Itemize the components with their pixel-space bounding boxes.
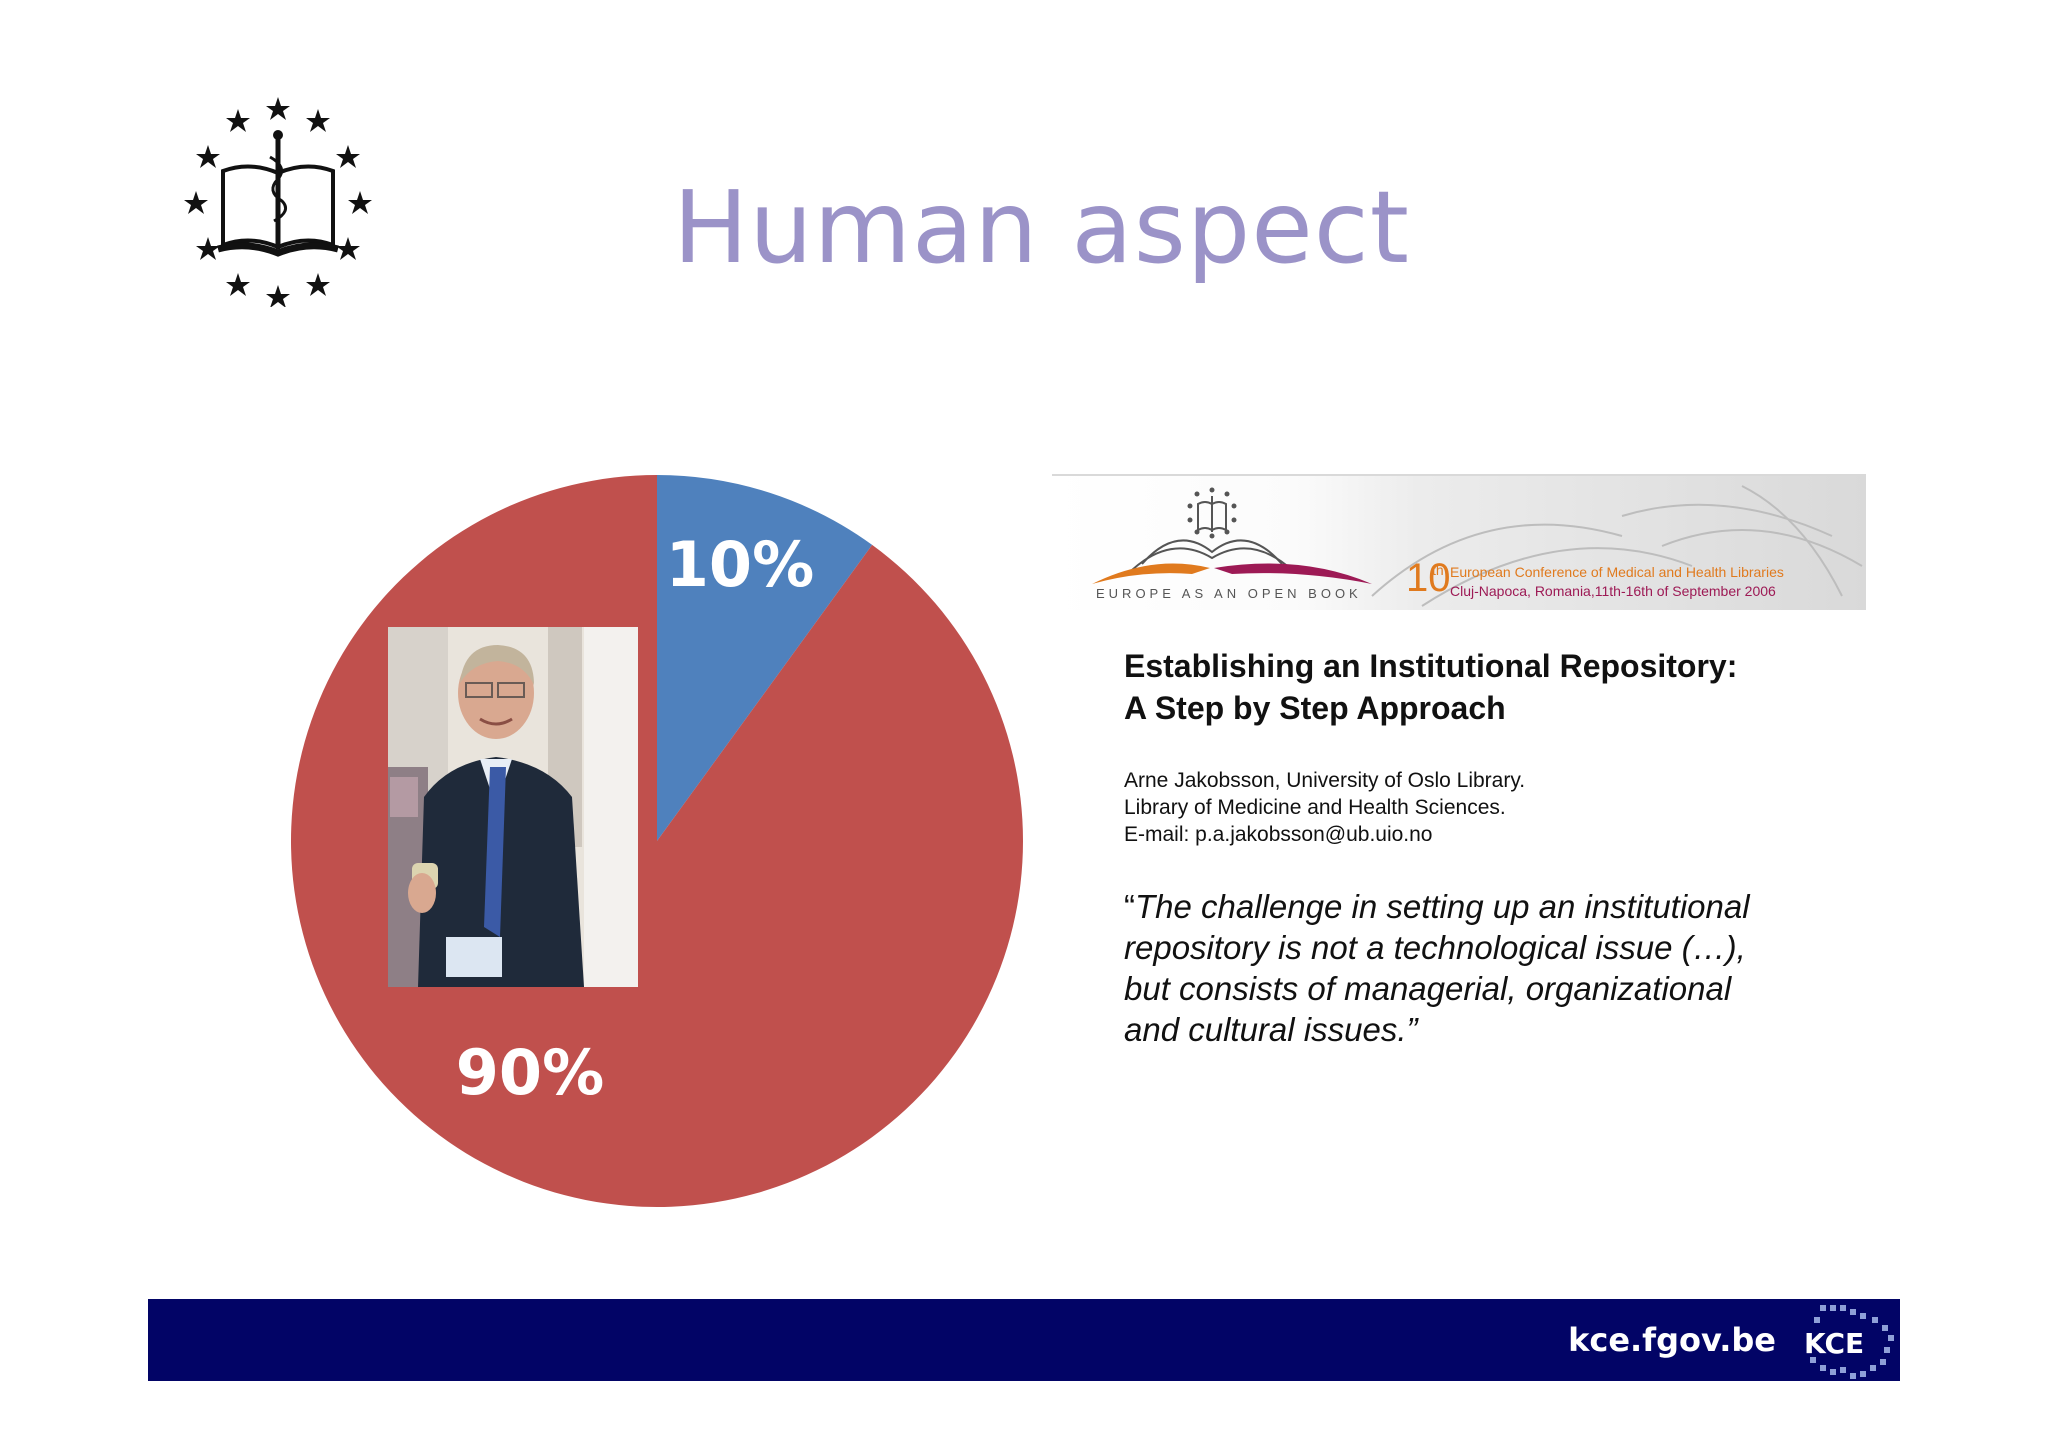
pie-data-label: 10% bbox=[666, 528, 814, 601]
paper-title-line: A Step by Step Approach bbox=[1124, 690, 1506, 726]
kce-logo-icon: KCE bbox=[1804, 1305, 1894, 1379]
banner-tagline: EUROPE AS AN OPEN BOOK bbox=[1096, 586, 1362, 601]
person-photo bbox=[388, 627, 638, 987]
author-affiliation: Library of Medicine and Health Sciences. bbox=[1124, 796, 1506, 819]
banner-edition-number: 10 bbox=[1406, 556, 1451, 600]
banner-open-book-icon bbox=[1092, 487, 1372, 584]
quote-line: and cultural issues.” bbox=[1124, 1011, 1418, 1048]
quote-line: but consists of managerial, organization… bbox=[1124, 970, 1732, 1007]
banner-location: Cluj-Napoca, Romania,11th-16th of Septem… bbox=[1450, 583, 1776, 599]
staff-of-asclepius bbox=[269, 130, 288, 247]
paper-title-line: Establishing an Institutional Repository… bbox=[1124, 648, 1738, 684]
quote-open-mark: “ bbox=[1124, 888, 1135, 925]
quote-line: The challenge in setting up an instituti… bbox=[1135, 888, 1750, 925]
pie-slice-10 bbox=[657, 475, 873, 841]
author-name: Arne Jakobsson, University of Oslo Libra… bbox=[1124, 769, 1526, 792]
paper-title: Establishing an Institutional Repository… bbox=[1124, 645, 1844, 729]
author-email: E-mail: p.a.jakobsson@ub.uio.no bbox=[1124, 823, 1433, 846]
banner-edition-suffix: th bbox=[1432, 562, 1444, 578]
pie-data-label: 90% bbox=[456, 1036, 604, 1109]
banner-conference-name: European Conference of Medical and Healt… bbox=[1450, 564, 1784, 580]
kce-logo-text: KCE bbox=[1804, 1327, 1864, 1360]
conference-banner: EUROPE AS AN OPEN BOOK 10 th European Co… bbox=[1052, 474, 1866, 610]
author-block: Arne Jakobsson, University of Oslo Libra… bbox=[1124, 767, 1844, 848]
banner-swirl-decoration bbox=[1371, 485, 1863, 607]
slide-title: Human aspect bbox=[673, 169, 1410, 286]
stars-ring bbox=[184, 97, 372, 307]
footer-bar: kce.fgov.be KCE bbox=[148, 1299, 1900, 1381]
eahil-logo-icon bbox=[184, 97, 372, 307]
quote-line: repository is not a technological issue … bbox=[1124, 929, 1746, 966]
footer-url: kce.fgov.be bbox=[1568, 1321, 1776, 1359]
quote-block: “The challenge in setting up an institut… bbox=[1124, 886, 1844, 1050]
